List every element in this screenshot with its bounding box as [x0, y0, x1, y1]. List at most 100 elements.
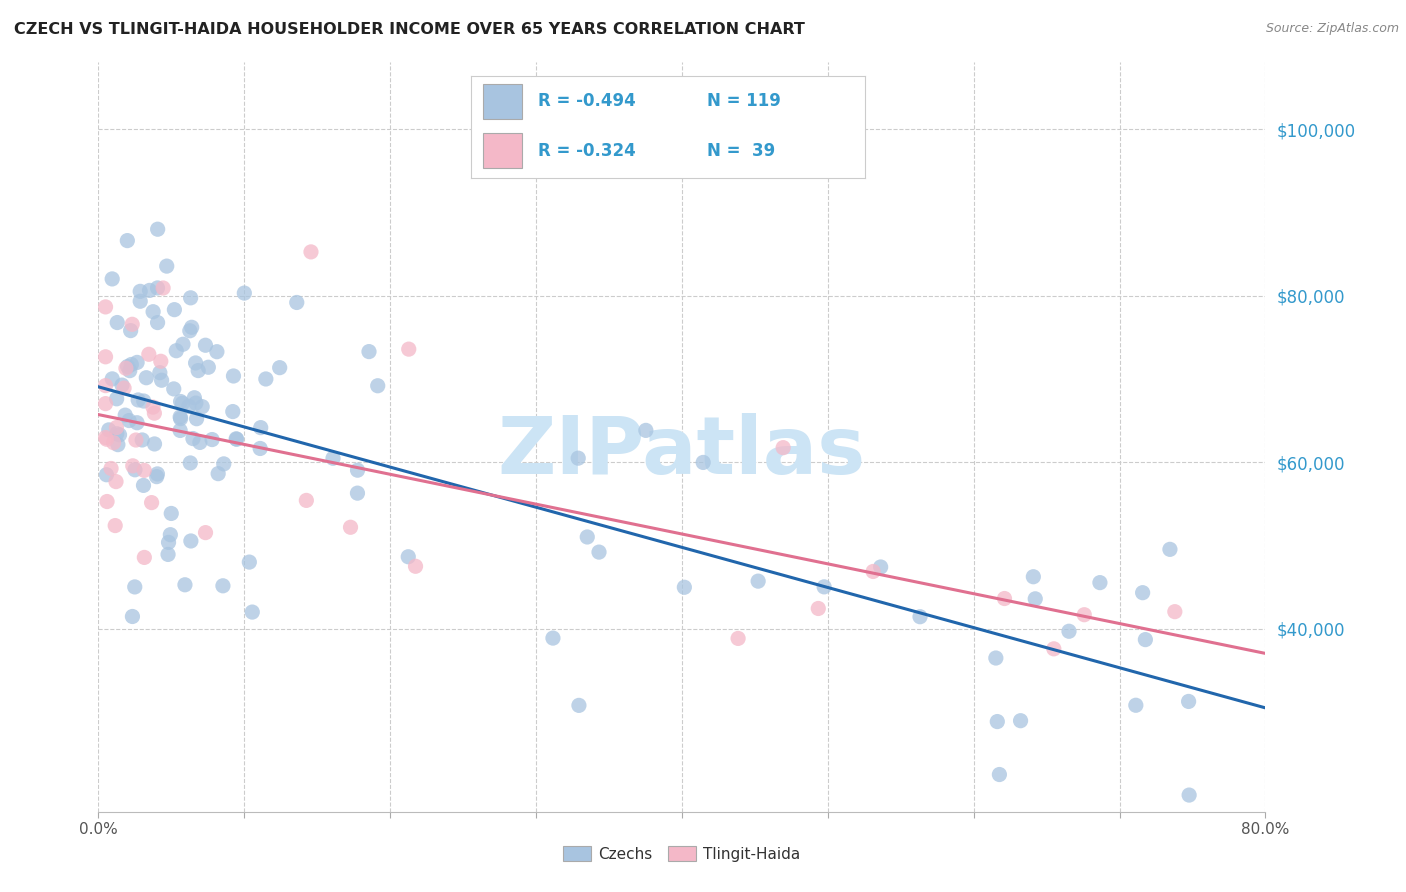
Point: [188, 435, 211, 450]
Point: [588, 545, 610, 559]
Point: [146, 467, 169, 481]
Point: [988, 767, 1011, 781]
Point: [346, 486, 368, 500]
Point: [634, 423, 657, 437]
Point: [124, 463, 146, 477]
Point: [194, 338, 217, 352]
Point: [118, 364, 141, 378]
Point: [254, 372, 277, 386]
Point: [104, 518, 127, 533]
Point: [183, 391, 205, 405]
Point: [150, 373, 173, 387]
Point: [124, 580, 146, 594]
Point: [134, 463, 156, 477]
Point: [132, 478, 155, 492]
Point: [169, 409, 191, 424]
Point: [94, 300, 117, 314]
Point: [692, 455, 714, 469]
Point: [169, 394, 191, 409]
Text: Source: ZipAtlas.com: Source: ZipAtlas.com: [1265, 22, 1399, 36]
Point: [299, 244, 322, 259]
Text: CZECH VS TLINGIT-HAIDA HOUSEHOLDER INCOME OVER 65 YEARS CORRELATION CHART: CZECH VS TLINGIT-HAIDA HOUSEHOLDER INCOM…: [14, 22, 804, 37]
Point: [398, 342, 420, 356]
Point: [108, 427, 131, 442]
Point: [222, 369, 245, 384]
Point: [187, 363, 209, 377]
Point: [727, 632, 749, 646]
Point: [197, 360, 219, 375]
Point: [94, 430, 117, 444]
Point: [115, 361, 138, 376]
Point: [222, 404, 245, 418]
Point: [240, 605, 263, 619]
Point: [908, 609, 931, 624]
Point: [1177, 694, 1199, 708]
Point: [772, 441, 794, 455]
Point: [146, 281, 169, 295]
Point: [138, 347, 160, 361]
Point: [129, 294, 152, 309]
Point: [105, 420, 128, 434]
Point: [1043, 641, 1066, 656]
Point: [1073, 607, 1095, 622]
Point: [169, 424, 191, 438]
Point: [205, 344, 228, 359]
Point: [149, 366, 172, 380]
Point: [117, 359, 139, 374]
Point: [207, 467, 229, 481]
Point: [135, 370, 157, 384]
Point: [94, 350, 117, 364]
Point: [138, 284, 160, 298]
Point: [152, 281, 174, 295]
Text: R = -0.324: R = -0.324: [538, 142, 636, 160]
Point: [1132, 585, 1154, 599]
Point: [100, 461, 122, 475]
Legend: Czechs, Tlingit-Haida: Czechs, Tlingit-Haida: [557, 839, 807, 868]
Text: N = 119: N = 119: [707, 93, 782, 111]
Point: [322, 451, 344, 466]
Point: [105, 475, 128, 489]
Point: [163, 382, 186, 396]
Point: [134, 550, 156, 565]
Point: [146, 316, 169, 330]
Point: [269, 360, 291, 375]
Point: [120, 358, 142, 372]
Point: [157, 535, 180, 549]
Text: N =  39: N = 39: [707, 142, 776, 160]
Point: [129, 285, 152, 299]
Point: [807, 601, 830, 615]
Point: [249, 420, 271, 434]
Point: [186, 411, 208, 425]
Point: [105, 316, 128, 330]
Point: [96, 432, 118, 446]
Point: [191, 400, 214, 414]
Point: [156, 259, 179, 273]
Point: [184, 356, 207, 370]
Point: [105, 392, 128, 406]
Point: [105, 426, 128, 441]
Point: [1159, 542, 1181, 557]
Point: [143, 437, 166, 451]
Point: [121, 458, 143, 473]
Point: [145, 469, 167, 483]
Point: [986, 714, 1008, 729]
Point: [225, 432, 247, 446]
Point: [201, 433, 224, 447]
Text: ZIPatlas: ZIPatlas: [498, 413, 866, 491]
Point: [107, 437, 129, 451]
Point: [180, 320, 202, 334]
Point: [120, 324, 142, 338]
Point: [131, 433, 153, 447]
Point: [576, 530, 599, 544]
Point: [568, 698, 591, 713]
Point: [179, 324, 201, 338]
Point: [96, 494, 118, 508]
Point: [101, 272, 124, 286]
Point: [160, 507, 183, 521]
Point: [1135, 632, 1157, 647]
Point: [225, 432, 247, 446]
Point: [1178, 788, 1201, 802]
Point: [1125, 698, 1147, 713]
Point: [1024, 591, 1046, 606]
Point: [94, 396, 117, 410]
